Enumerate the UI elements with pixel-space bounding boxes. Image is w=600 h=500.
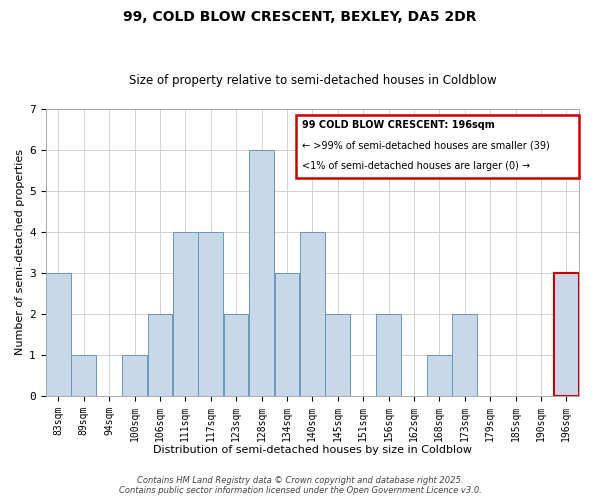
Bar bbox=[376, 314, 401, 396]
Bar bbox=[452, 314, 477, 396]
Bar bbox=[224, 314, 248, 396]
Bar bbox=[46, 273, 71, 396]
Bar bbox=[554, 273, 578, 396]
Text: Contains HM Land Registry data © Crown copyright and database right 2025.
Contai: Contains HM Land Registry data © Crown c… bbox=[119, 476, 481, 495]
Bar bbox=[122, 355, 147, 396]
Y-axis label: Number of semi-detached properties: Number of semi-detached properties bbox=[15, 150, 25, 356]
Bar bbox=[173, 232, 197, 396]
Bar bbox=[148, 314, 172, 396]
Bar bbox=[427, 355, 452, 396]
Bar bbox=[199, 232, 223, 396]
Title: Size of property relative to semi-detached houses in Coldblow: Size of property relative to semi-detach… bbox=[128, 74, 496, 87]
Bar bbox=[300, 232, 325, 396]
Bar bbox=[71, 355, 96, 396]
Bar bbox=[275, 273, 299, 396]
X-axis label: Distribution of semi-detached houses by size in Coldblow: Distribution of semi-detached houses by … bbox=[153, 445, 472, 455]
Bar bbox=[249, 150, 274, 396]
Text: 99 COLD BLOW CRESCENT: 196sqm: 99 COLD BLOW CRESCENT: 196sqm bbox=[302, 120, 494, 130]
Text: 99, COLD BLOW CRESCENT, BEXLEY, DA5 2DR: 99, COLD BLOW CRESCENT, BEXLEY, DA5 2DR bbox=[123, 10, 477, 24]
Text: <1% of semi-detached houses are larger (0) →: <1% of semi-detached houses are larger (… bbox=[302, 160, 530, 170]
Text: ← >99% of semi-detached houses are smaller (39): ← >99% of semi-detached houses are small… bbox=[302, 140, 550, 150]
Bar bbox=[325, 314, 350, 396]
FancyBboxPatch shape bbox=[296, 114, 579, 178]
